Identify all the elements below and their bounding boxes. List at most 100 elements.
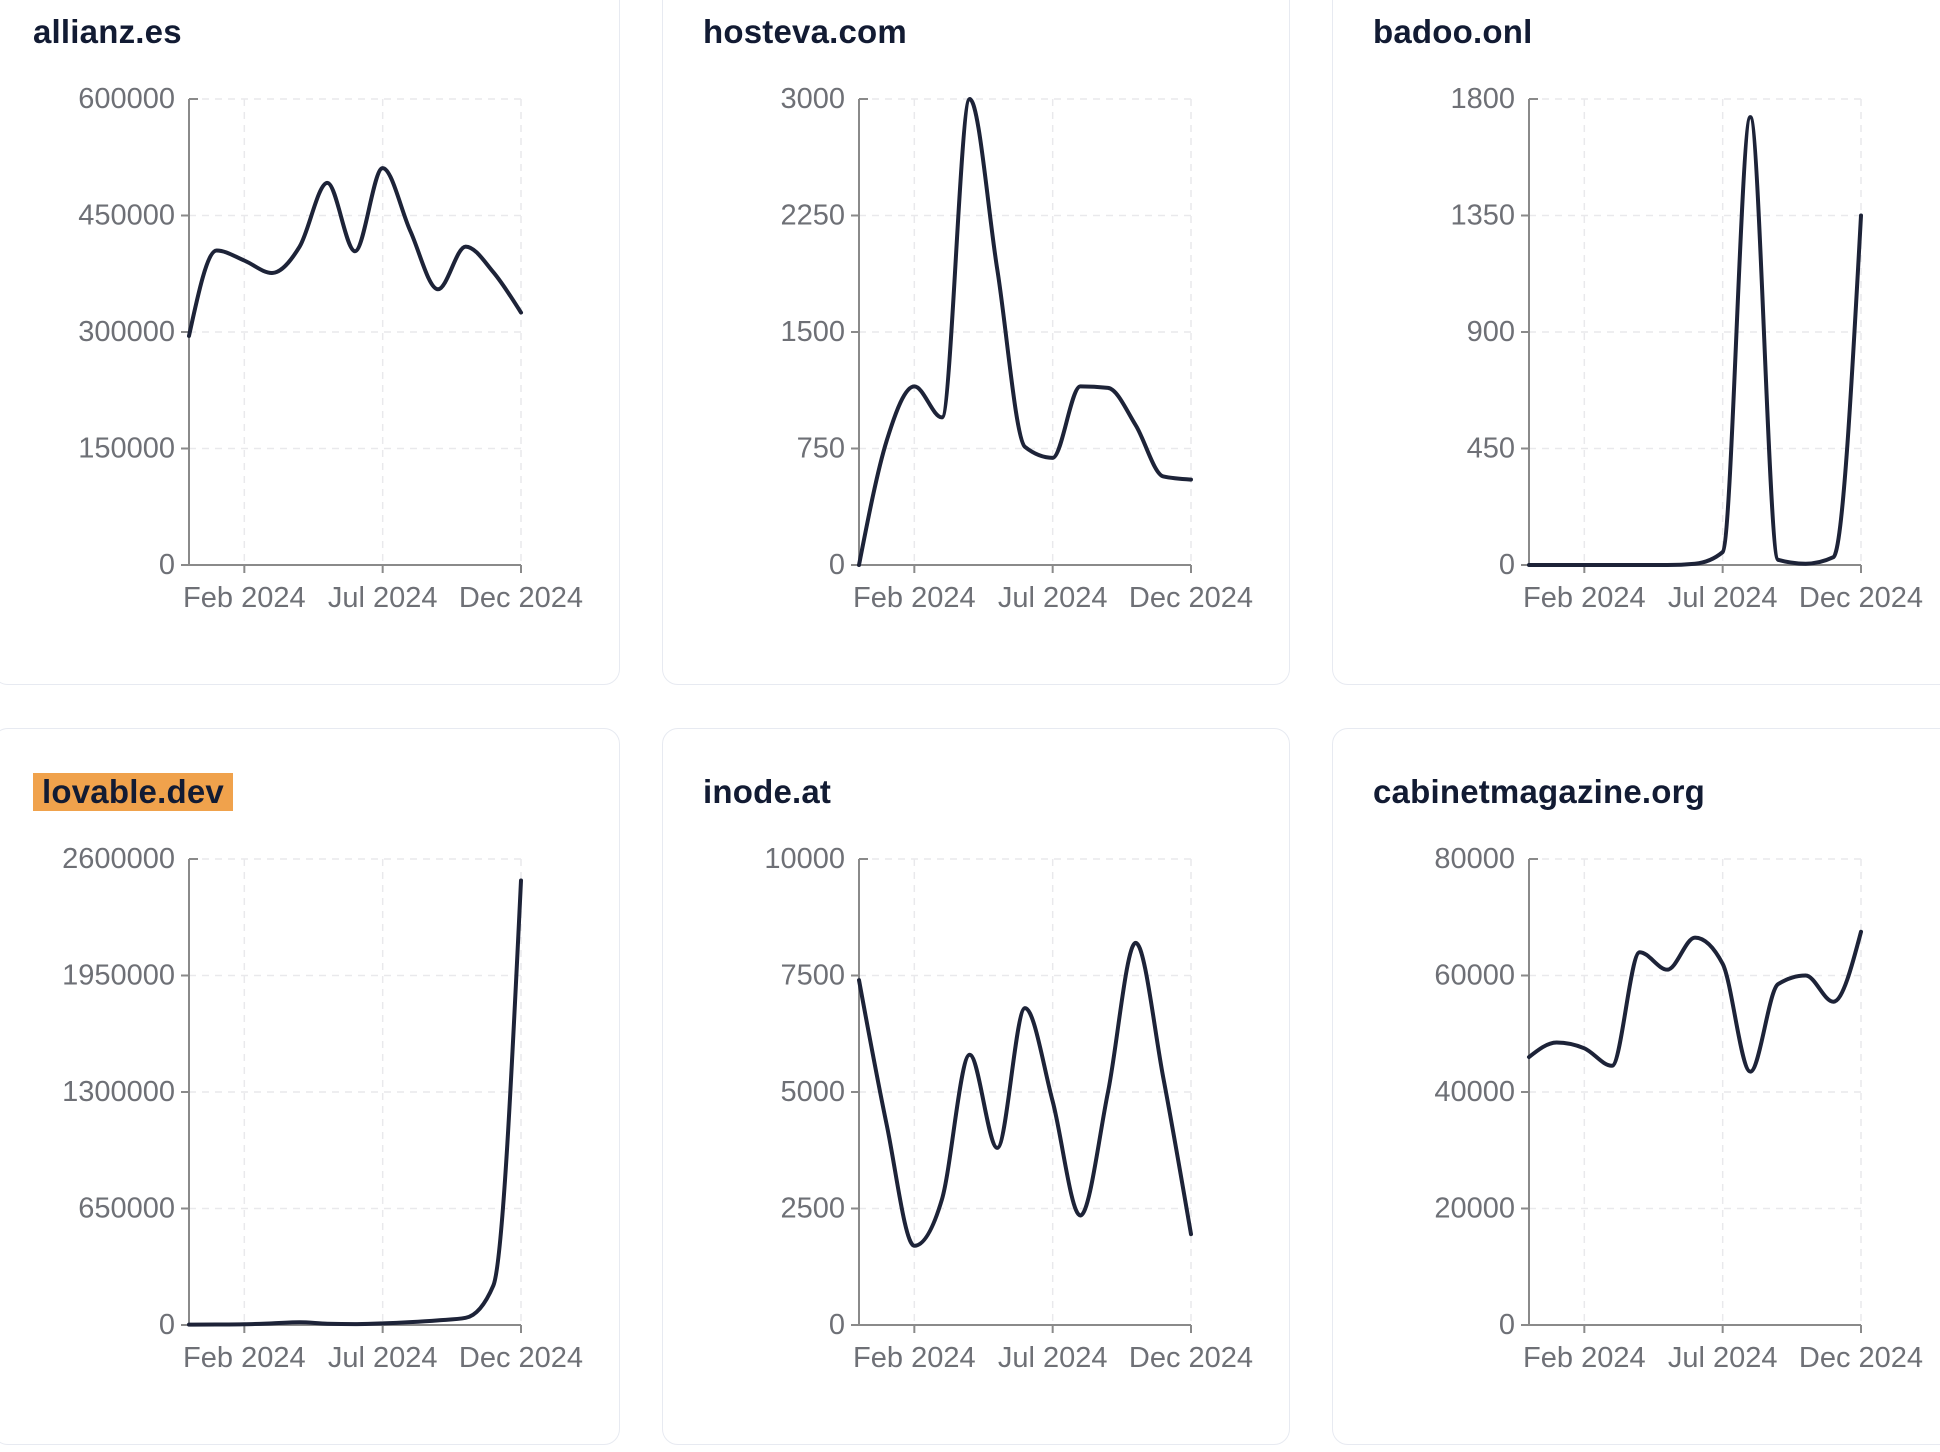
- chart-title: hosteva.com: [703, 13, 907, 51]
- x-tick-label: Dec 2024: [1799, 582, 1923, 614]
- x-tick-label: Dec 2024: [1129, 582, 1253, 614]
- y-tick-label: 80000: [1434, 843, 1515, 875]
- y-tick-label: 1950000: [62, 960, 175, 992]
- grid-lines: [189, 98, 522, 566]
- chart-title: allianz.es: [33, 13, 182, 51]
- grid-lines: [859, 858, 1192, 1326]
- y-tick-label: 450: [1467, 433, 1515, 465]
- trend-line: [1527, 115, 1863, 567]
- trend-line: [187, 878, 523, 1327]
- x-tick-label: Jul 2024: [328, 582, 438, 614]
- y-tick-label: 7500: [780, 960, 845, 992]
- y-tick-label: 750: [797, 433, 845, 465]
- x-tick-label: Feb 2024: [1523, 582, 1646, 614]
- y-tick-labels: 0 150000 300000 450000 600000: [78, 83, 175, 581]
- x-tick-labels: Feb 2024 Jul 2024 Dec 2024: [183, 1342, 583, 1374]
- y-tick-label: 1800: [1450, 83, 1515, 115]
- x-tick-label: Feb 2024: [853, 1342, 976, 1374]
- grid-lines: [189, 858, 522, 1326]
- line-chart-badoo-onl: 0 450 900 1350 1800 Feb 2024 Jul 2024 Dec 2024: [1450, 83, 1923, 614]
- axes: [1521, 98, 1862, 573]
- x-tick-label: Dec 2024: [1129, 1342, 1253, 1374]
- axes: [181, 858, 522, 1333]
- x-tick-label: Feb 2024: [1523, 1342, 1646, 1374]
- x-tick-labels: Feb 2024 Jul 2024 Dec 2024: [853, 1342, 1253, 1374]
- chart-title: badoo.onl: [1373, 13, 1532, 51]
- y-tick-label: 150000: [78, 433, 175, 465]
- y-tick-label: 450000: [78, 200, 175, 232]
- y-tick-label: 1500: [780, 316, 845, 348]
- x-tick-label: Jul 2024: [328, 1342, 438, 1374]
- x-tick-label: Jul 2024: [998, 1342, 1108, 1374]
- x-tick-label: Jul 2024: [998, 582, 1108, 614]
- chart-card-inode-at: inode.at 0 2500 5000 7500 10000 Feb 2024 Jul 20…: [662, 728, 1290, 1445]
- y-tick-label: 2600000: [62, 843, 175, 875]
- y-tick-label: 0: [829, 549, 845, 581]
- x-tick-labels: Feb 2024 Jul 2024 Dec 2024: [853, 582, 1253, 614]
- chart-card-cabinetmagazine-org: cabinetmagazine.org 0 20000 40000 60000 80000…: [1332, 728, 1940, 1445]
- axes: [181, 98, 522, 573]
- y-tick-label: 300000: [78, 316, 175, 348]
- y-tick-labels: 0 2500 5000 7500 10000: [764, 843, 845, 1341]
- y-tick-label: 1350: [1450, 200, 1515, 232]
- line-chart-inode-at: 0 2500 5000 7500 10000 Feb 2024 Jul 2024 Dec 20…: [764, 843, 1253, 1374]
- x-tick-label: Jul 2024: [1668, 582, 1778, 614]
- y-tick-labels: 0 750 1500 2250 3000: [780, 83, 845, 581]
- title-text: cabinetmagazine.org: [1373, 773, 1706, 810]
- chart-title: lovable.dev: [33, 773, 233, 811]
- highlighted-title-text: lovable.dev: [33, 773, 233, 811]
- trend-line: [857, 97, 1193, 567]
- y-tick-labels: 0 650000 1300000 1950000 2600000: [62, 843, 175, 1341]
- title-text: allianz.es: [33, 13, 182, 50]
- line-chart-cabinetmagazine-org: 0 20000 40000 60000 80000 Feb 2024 Jul 2024 Dec…: [1434, 843, 1923, 1374]
- title-text: hosteva.com: [703, 13, 907, 50]
- chart-card-badoo-onl: badoo.onl 0 450 900 1350 1800 Feb 2024 Jul 2024…: [1332, 0, 1940, 685]
- grid-lines: [859, 98, 1192, 566]
- y-tick-labels: 0 20000 40000 60000 80000: [1434, 843, 1515, 1341]
- y-tick-label: 60000: [1434, 960, 1515, 992]
- title-text: badoo.onl: [1373, 13, 1533, 50]
- trend-line: [187, 166, 523, 338]
- y-tick-label: 0: [159, 1309, 175, 1341]
- axes: [851, 98, 1192, 573]
- line-chart-allianz-es: 0 150000 300000 450000 600000 Feb 2024 Jul 202…: [78, 83, 583, 614]
- trend-line: [1527, 929, 1863, 1074]
- title-text: inode.at: [703, 773, 832, 810]
- y-tick-label: 10000: [764, 843, 845, 875]
- chart-title: inode.at: [703, 773, 831, 811]
- y-tick-label: 600000: [78, 83, 175, 115]
- y-tick-label: 2250: [780, 200, 845, 232]
- x-tick-label: Jul 2024: [1668, 1342, 1778, 1374]
- axes: [851, 858, 1192, 1333]
- y-tick-label: 650000: [78, 1193, 175, 1225]
- x-tick-label: Feb 2024: [853, 582, 976, 614]
- chart-card-allianz-es: allianz.es 0 150000 300000 450000 600000 Feb 2…: [0, 0, 620, 685]
- chart-card-lovable-dev: lovable.dev 0 650000 1300000 1950000 2600000 F…: [0, 728, 620, 1445]
- chart-card-hosteva-com: hosteva.com 0 750 1500 2250 3000 Feb 2024 Jul 2…: [662, 0, 1290, 685]
- x-tick-label: Feb 2024: [183, 582, 306, 614]
- grid-lines: [1529, 98, 1862, 566]
- y-tick-label: 40000: [1434, 1076, 1515, 1108]
- x-tick-labels: Feb 2024 Jul 2024 Dec 2024: [1523, 582, 1923, 614]
- x-tick-labels: Feb 2024 Jul 2024 Dec 2024: [183, 582, 583, 614]
- y-tick-label: 0: [159, 549, 175, 581]
- y-tick-label: 20000: [1434, 1193, 1515, 1225]
- y-tick-label: 5000: [780, 1076, 845, 1108]
- y-tick-label: 0: [829, 1309, 845, 1341]
- x-tick-label: Dec 2024: [1799, 1342, 1923, 1374]
- y-tick-label: 900: [1467, 316, 1515, 348]
- x-tick-label: Dec 2024: [459, 582, 583, 614]
- y-tick-labels: 0 450 900 1350 1800: [1450, 83, 1515, 581]
- y-tick-label: 2500: [780, 1193, 845, 1225]
- y-tick-label: 3000: [780, 83, 845, 115]
- x-tick-label: Feb 2024: [183, 1342, 306, 1374]
- y-tick-label: 1300000: [62, 1076, 175, 1108]
- y-tick-label: 0: [1499, 549, 1515, 581]
- axes: [1521, 858, 1862, 1333]
- x-tick-label: Dec 2024: [459, 1342, 583, 1374]
- line-chart-lovable-dev: 0 650000 1300000 1950000 2600000 Feb 2024 Jul …: [62, 843, 583, 1374]
- x-tick-labels: Feb 2024 Jul 2024 Dec 2024: [1523, 1342, 1923, 1374]
- line-chart-hosteva-com: 0 750 1500 2250 3000 Feb 2024 Jul 2024 Dec 2024: [780, 83, 1253, 614]
- y-tick-label: 0: [1499, 1309, 1515, 1341]
